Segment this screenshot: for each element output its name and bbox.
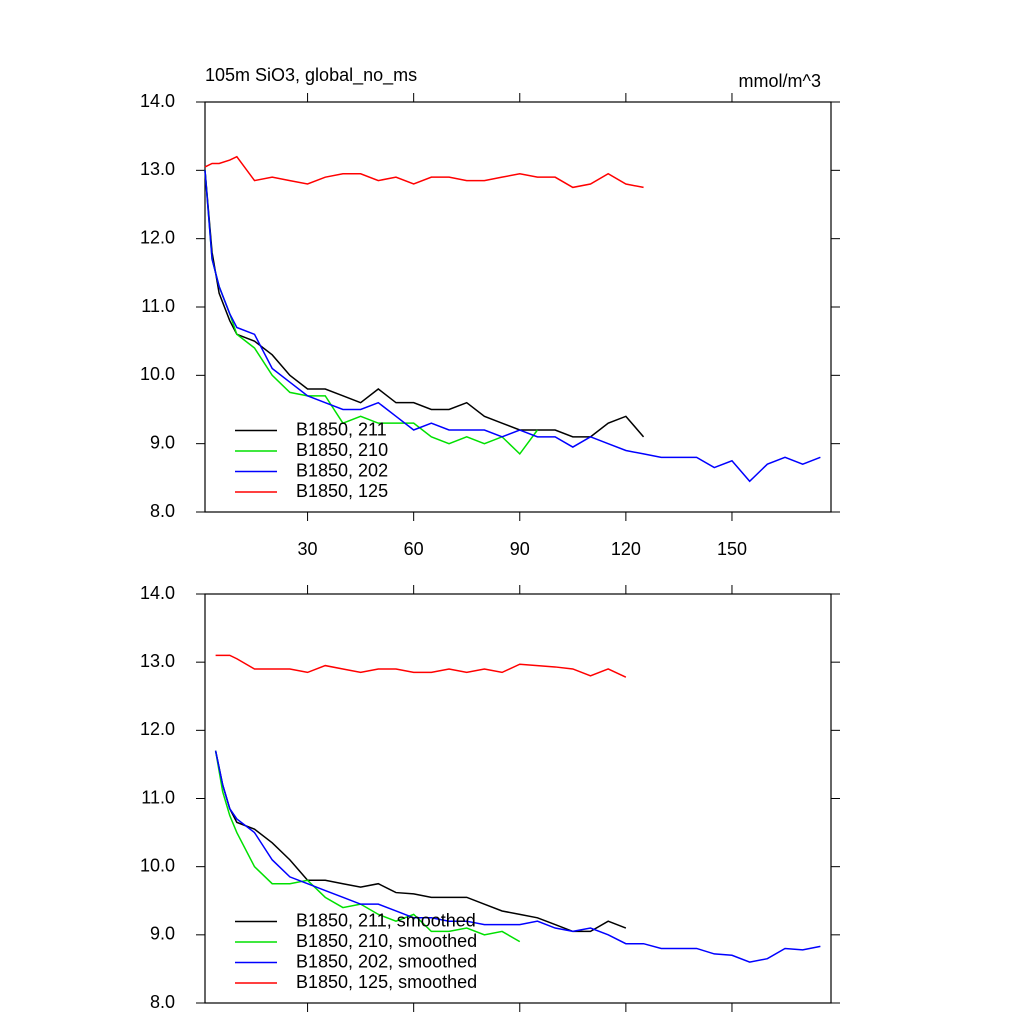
legend-label: B1850, 211 [296,419,387,439]
y-tick-label: 12.0 [140,227,175,247]
series-line [204,170,645,438]
legend-label: B1850, 202, smoothed [296,951,477,971]
series-line [204,170,539,456]
legend-label: B1850, 125 [296,481,388,501]
units-label: mmol/m^3 [739,71,821,91]
y-tick-label: 8.0 [150,992,175,1012]
legend-label: B1850, 210 [296,440,388,460]
legend-label: B1850, 211, smoothed [296,910,476,930]
y-tick-label: 10.0 [140,364,175,384]
series-line [214,750,821,963]
x-tick-label: 120 [611,539,641,559]
y-tick-label: 9.0 [150,432,175,452]
x-tick-label: 150 [717,539,747,559]
y-tick-label: 8.0 [150,501,175,521]
legend-label: B1850, 210, smoothed [296,931,477,951]
series-line [214,750,627,933]
series-line [204,170,821,483]
series-line [215,654,627,678]
y-tick-label: 14.0 [140,91,175,111]
x-tick-label: 90 [510,539,530,559]
x-tick-label: 60 [404,539,424,559]
y-tick-label: 11.0 [141,296,175,316]
y-tick-label: 13.0 [140,159,175,179]
legend-label: B1850, 125, smoothed [296,972,477,992]
legend-label: B1850, 202 [296,460,388,480]
y-tick-label: 12.0 [140,719,175,739]
chart-title: 105m SiO3, global_no_ms [205,65,417,86]
y-tick-label: 10.0 [140,855,175,875]
series-line [214,750,521,943]
y-tick-label: 14.0 [140,583,175,603]
y-tick-label: 11.0 [141,787,175,807]
y-tick-label: 13.0 [140,651,175,671]
y-tick-label: 9.0 [150,924,175,944]
x-tick-label: 30 [298,539,318,559]
series-line [204,155,644,189]
